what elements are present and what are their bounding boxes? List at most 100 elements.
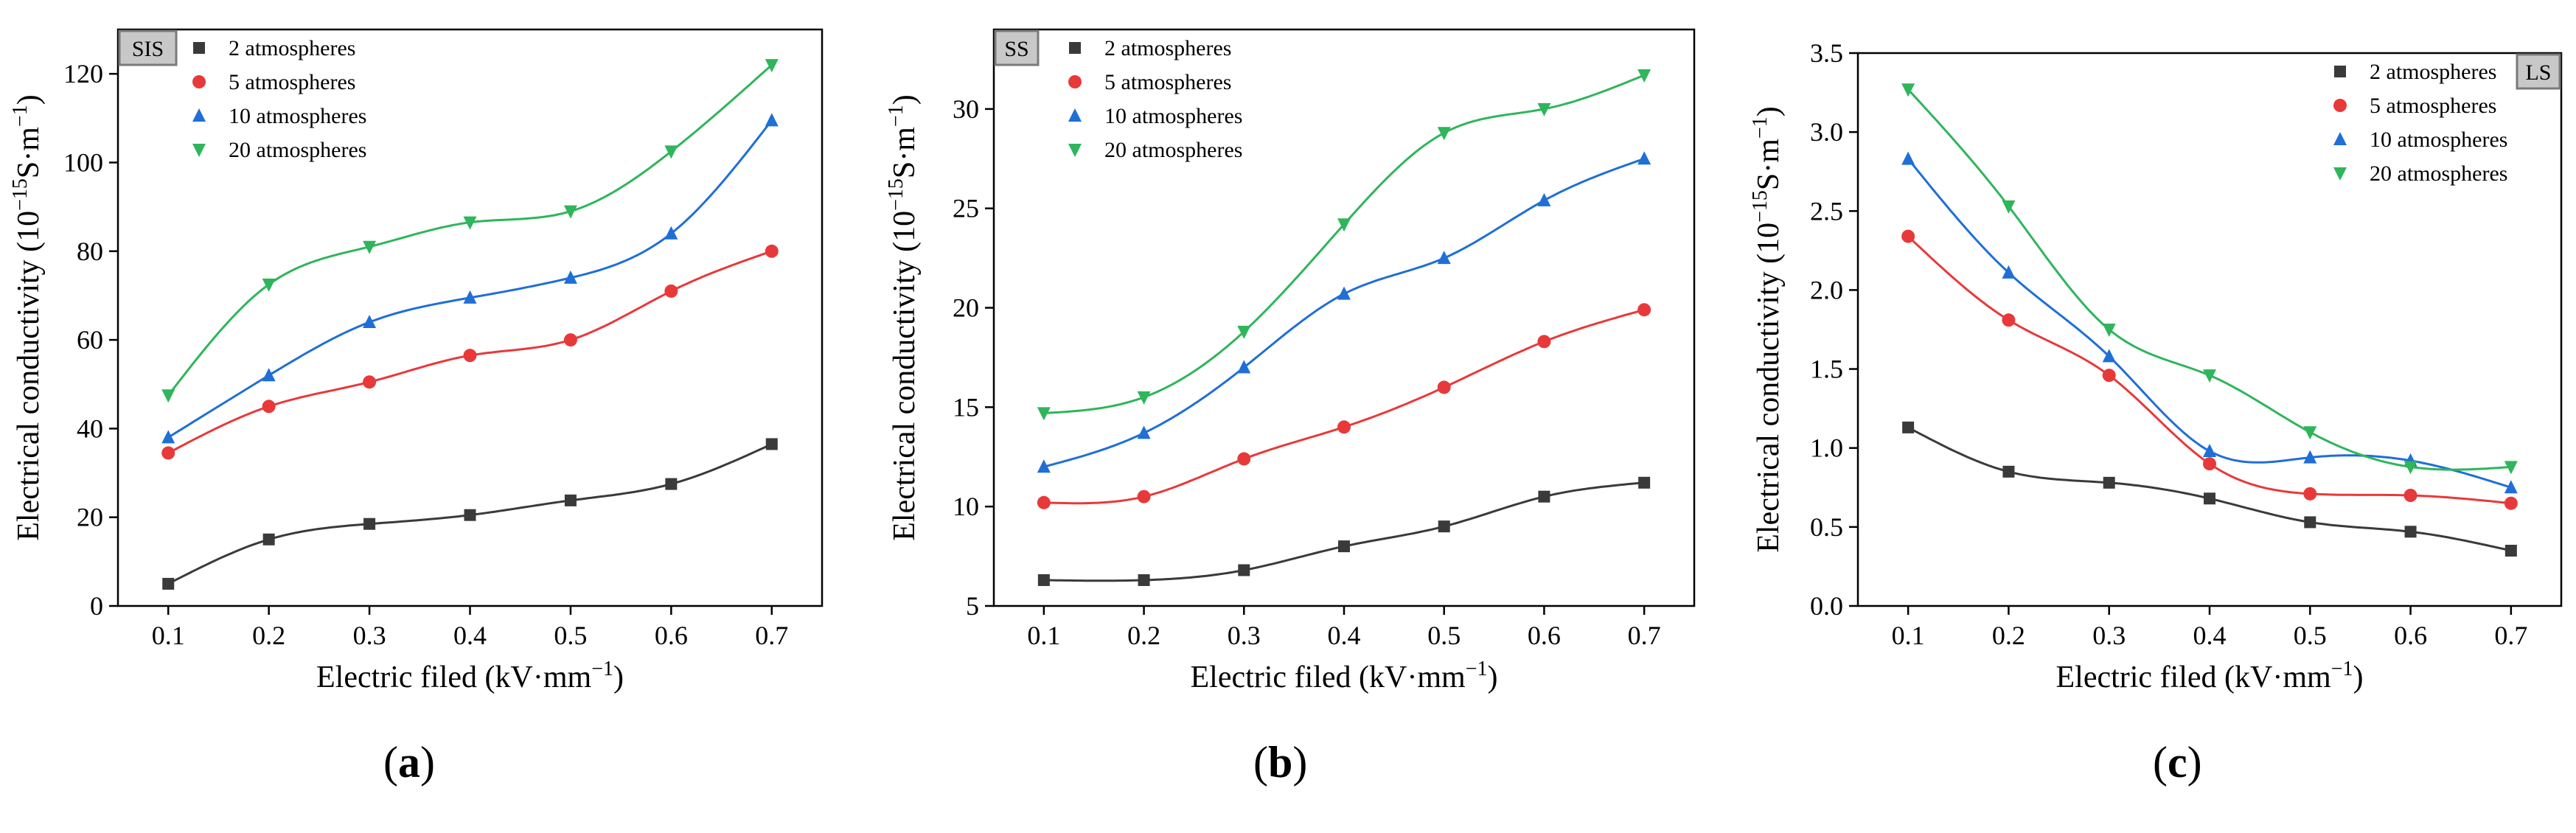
panel-a-x-tick-label: 0.4 xyxy=(453,621,487,650)
panel-c-y-tick-label: 1.5 xyxy=(1810,355,1843,384)
panel-a-series-5-atmospheres-point xyxy=(765,244,779,258)
panel-c-legend-marker-2-atmospheres xyxy=(2334,66,2346,77)
panel-a-legend-marker-10-atmospheres xyxy=(192,108,206,122)
panel-b-series-2-atmospheres-point xyxy=(1438,520,1450,533)
panel-c-x-tick-label: 0.1 xyxy=(1892,621,1925,650)
panel-c-series-20-atmospheres-point xyxy=(2403,461,2417,475)
panel-a-x-tick-label: 0.7 xyxy=(755,621,788,650)
panel-c-x-tick-label: 0.6 xyxy=(2394,621,2427,650)
panel-b-y-tick-label: 5 xyxy=(966,591,979,621)
panel-b-series-10-atmospheres-point xyxy=(1437,251,1451,265)
panel-a-series-20-atmospheres-point xyxy=(664,145,678,159)
panel-c-series-20-atmospheres-point xyxy=(2002,200,2016,214)
panel-a-series-5-atmospheres-point xyxy=(463,349,477,363)
panel-b-series-2-atmospheres-points xyxy=(1037,476,1651,586)
panel-a-series-10-atmospheres-point xyxy=(161,430,175,444)
panel-a-series-20-atmospheres-point xyxy=(463,216,477,230)
panel-b-legend-label-5-atmospheres: 5 atmospheres xyxy=(1104,70,1231,94)
panel-b-series-5-atmospheres-point xyxy=(1237,452,1251,466)
panel-a-series-5-atmospheres-point xyxy=(363,375,377,389)
panel-a-x-tick-label: 0.2 xyxy=(252,621,285,650)
panel-b-x-tick-label: 0.2 xyxy=(1127,621,1160,650)
panel-b-series-10-atmospheres-point xyxy=(1037,459,1051,473)
svg-text:SS: SS xyxy=(1004,37,1028,61)
panel-c-series-5-atmospheres-points xyxy=(1901,229,2518,510)
panel-b-series-20-atmospheres-point xyxy=(1537,102,1551,116)
panel-a-series-20-atmospheres-points xyxy=(161,59,779,403)
panel-a-legend-marker-5-atmospheres xyxy=(192,75,206,88)
panel-a-series-20-atmospheres-point xyxy=(765,59,779,73)
panel-c-y-tick-label: 3.0 xyxy=(1810,117,1843,147)
panel-a-series-20-atmospheres-point xyxy=(563,205,577,219)
panel-b-series-5-atmospheres-point xyxy=(1437,380,1451,394)
panel-a-y-tick-label: 0 xyxy=(90,591,103,621)
panel-c-series-20-atmospheres-point xyxy=(2504,461,2518,475)
panel-c-legend: 2 atmospheres 5 atmospheres 10 atmospheres… xyxy=(2333,60,2507,186)
panel-b-series-2-atmospheres-point xyxy=(1238,564,1250,576)
panel-c-x-tick-label: 0.4 xyxy=(2193,621,2227,650)
panel-a-series-2-atmospheres-points xyxy=(162,438,778,590)
panel-a-series-5-atmospheres-point xyxy=(262,400,276,414)
panel-c-y-tick-label: 1.0 xyxy=(1810,433,1843,463)
panel-a-y-tick-label: 100 xyxy=(63,147,103,177)
panel-b-x-tick-label: 0.3 xyxy=(1228,621,1261,650)
panel-b-y-tick-label: 10 xyxy=(953,492,979,521)
panel-a-series-10-atmospheres-point xyxy=(363,315,377,329)
caption-b: (b) xyxy=(1253,738,1308,787)
panel-b-series-20-atmospheres-point xyxy=(1637,69,1651,83)
panel-c-series-10-atmospheres-point xyxy=(2504,480,2518,494)
svg-text:SIS: SIS xyxy=(132,37,164,61)
panel-c-series-5-atmospheres-point xyxy=(2002,313,2016,327)
panel-b-legend-marker-5-atmospheres xyxy=(1068,75,1082,88)
panel-c-series-20-atmospheres-point xyxy=(2303,426,2317,440)
panel-c-tag-label: LS xyxy=(2516,53,2561,90)
panel-b-series-5-atmospheres-point xyxy=(1637,303,1651,317)
panel-b-series-2-atmospheres-fit-line xyxy=(1043,481,1645,582)
panel-b-series-10-atmospheres-point xyxy=(1637,151,1651,165)
panel-a-x-axis-label: Electric filed (kV·mm−1) xyxy=(316,658,624,694)
panel-c-series-5-atmospheres-point xyxy=(2403,489,2417,502)
panel-c-series-2-atmospheres-point xyxy=(2304,516,2316,529)
panel-c-series-20-atmospheres-point xyxy=(2203,369,2216,383)
panel-b-series-2-atmospheres-point xyxy=(1538,490,1550,503)
panel-a-series-2-atmospheres-point xyxy=(262,533,275,546)
chart-panel-b: 0.1 0.2 0.3 0.4 0.5 0.6 0.7 5 10 15 20 25 30 Electric… xyxy=(885,28,1696,694)
panel-a-series-5-atmospheres-point xyxy=(161,446,175,460)
panel-c-x-tick-label: 0.3 xyxy=(2092,621,2126,650)
panel-b-series-20-atmospheres-point xyxy=(1137,391,1151,405)
panel-b-series-10-atmospheres-points xyxy=(1037,151,1651,473)
panel-b-legend-label-10-atmospheres: 10 atmospheres xyxy=(1104,104,1242,128)
panel-c-series-10-atmospheres-point xyxy=(1901,151,1915,165)
panel-a-y-tick-label: 60 xyxy=(77,325,103,355)
panel-a-legend-marker-20-atmospheres xyxy=(192,144,206,157)
panel-a-series-10-atmospheres-point xyxy=(664,226,678,240)
panel-c-series-10-atmospheres-point xyxy=(2102,349,2116,363)
panel-a-series-20-atmospheres-point xyxy=(262,278,276,292)
panel-c-y-tick-label: 2.0 xyxy=(1810,275,1843,304)
panel-b-x-axis-label: Electric filed (kV·mm−1) xyxy=(1191,658,1498,694)
panel-b-legend-marker-20-atmospheres xyxy=(1068,144,1082,157)
panel-a-y-tick-label: 40 xyxy=(77,414,103,443)
panel-c-series-20-atmospheres-point xyxy=(1901,83,1915,97)
panel-a-legend-label-5-atmospheres: 5 atmospheres xyxy=(229,70,355,94)
panel-a-series-20-atmospheres-point xyxy=(363,240,377,254)
panel-a-series-2-atmospheres-point xyxy=(765,438,778,450)
svg-text:LS: LS xyxy=(2525,60,2551,85)
panel-a-x-tick-label: 0.1 xyxy=(152,621,185,650)
panel-b-x-tick-label: 0.1 xyxy=(1027,621,1060,650)
panel-a-series-2-atmospheres-point xyxy=(162,577,175,590)
panel-a-legend: 2 atmospheres 5 atmospheres 10 atmospheres… xyxy=(192,36,366,162)
panel-b-series-5-atmospheres-point xyxy=(1337,420,1351,434)
panel-b-series-5-atmospheres-points xyxy=(1037,303,1651,509)
panel-a-series-20-atmospheres-point xyxy=(161,389,175,403)
panel-b-series-10-atmospheres-point xyxy=(1237,360,1251,374)
panel-a-y-tick-label: 20 xyxy=(77,503,103,532)
panel-b-legend-marker-2-atmospheres xyxy=(1069,42,1081,54)
panel-c-series-10-atmospheres-points xyxy=(1901,151,2518,494)
panel-c-series-2-atmospheres-point xyxy=(2504,545,2517,557)
panel-b-plot-frame xyxy=(992,28,1696,607)
panel-a-series-10-atmospheres-fit-line xyxy=(167,119,773,439)
panel-a-x-tick-label: 0.3 xyxy=(353,621,386,650)
panel-b-series-20-atmospheres-point xyxy=(1037,407,1051,421)
panel-a-y-tick-label: 120 xyxy=(63,59,103,88)
